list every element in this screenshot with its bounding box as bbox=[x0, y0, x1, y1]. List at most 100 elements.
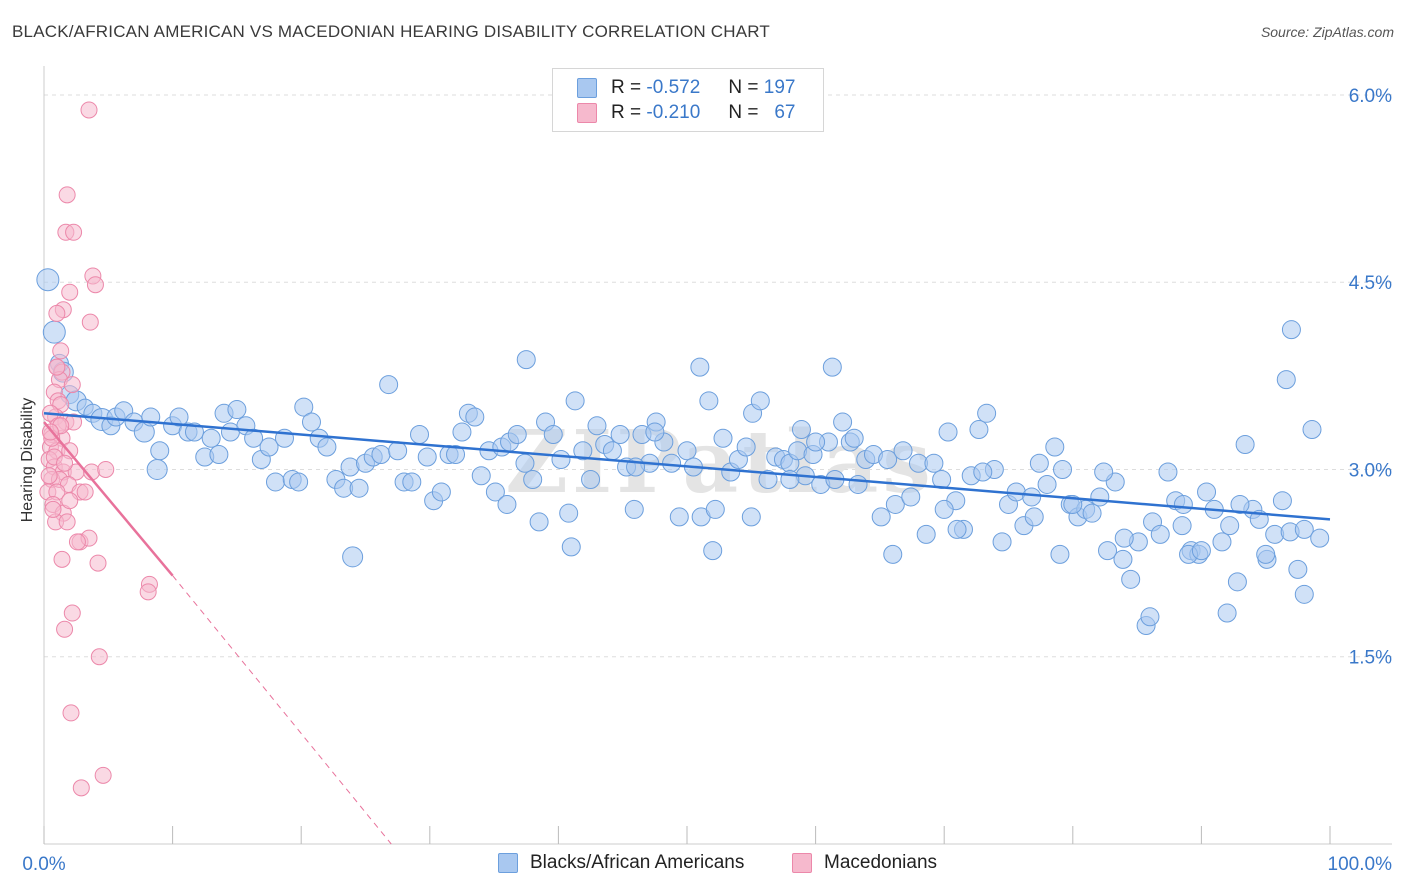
n-value: 197 bbox=[763, 77, 796, 98]
blacks-data-point bbox=[379, 375, 399, 395]
blacks-data-point bbox=[559, 503, 579, 523]
r-value: -0.210 bbox=[646, 102, 701, 123]
blacks-data-point bbox=[736, 437, 756, 457]
blacks-data-point bbox=[883, 544, 903, 564]
blacks-data-point bbox=[1220, 516, 1240, 536]
blacks-data-point bbox=[342, 546, 364, 568]
blacks-data-point bbox=[551, 449, 571, 469]
n-value: 67 bbox=[774, 102, 796, 123]
blacks-data-point bbox=[1045, 437, 1065, 457]
legend-row-blacks: R = -0.572 N = 197 bbox=[577, 77, 795, 99]
blacks-data-point bbox=[741, 507, 761, 527]
macedonians-data-point bbox=[63, 376, 81, 394]
blacks-data-point bbox=[699, 391, 719, 411]
macedonians-data-point bbox=[139, 583, 157, 601]
blacks-data-point bbox=[924, 453, 944, 473]
macedonians-data-point bbox=[56, 454, 74, 472]
blacks-data-point bbox=[1272, 491, 1292, 511]
blacks-data-point bbox=[42, 320, 66, 344]
blacks-data-point bbox=[1063, 494, 1083, 514]
blacks-data-point bbox=[516, 350, 536, 370]
blacks-data-point bbox=[669, 507, 689, 527]
bottom-legend-blacks: Blacks/African Americans bbox=[498, 852, 744, 874]
blacks-data-point bbox=[833, 412, 853, 432]
blacks-data-point bbox=[758, 469, 778, 489]
blacks-data-point bbox=[1294, 519, 1314, 539]
blacks-data-point bbox=[848, 474, 868, 494]
macedonians-data-point bbox=[86, 276, 104, 294]
macedonians-data-point bbox=[58, 186, 76, 204]
blacks-data-point bbox=[878, 449, 898, 469]
blacks-data-point bbox=[289, 472, 309, 492]
macedonians-data-point bbox=[61, 283, 79, 301]
blacks-data-point bbox=[1197, 482, 1217, 502]
blacks-data-point bbox=[1173, 494, 1193, 514]
blacks-data-point bbox=[587, 416, 607, 436]
blacks-data-point bbox=[871, 507, 891, 527]
macedonians-data-point bbox=[63, 604, 81, 622]
blacks-trend-line bbox=[43, 412, 1331, 521]
macedonians-data-point bbox=[65, 223, 83, 241]
blacks-data-point bbox=[227, 400, 247, 420]
blacks-data-point bbox=[645, 422, 665, 442]
y-tick-label: 4.5% bbox=[1349, 273, 1392, 294]
blacks-data-point bbox=[244, 428, 264, 448]
stats-legend: R = -0.572 N = 197 R = -0.210 N = 67 bbox=[552, 68, 824, 132]
blacks-data-point bbox=[1256, 544, 1276, 564]
blacks-data-point bbox=[410, 425, 430, 445]
blacks-data-point bbox=[610, 425, 630, 445]
y-tick-label: 6.0% bbox=[1349, 86, 1392, 107]
blacks-data-point bbox=[885, 494, 905, 514]
blacks-data-point bbox=[1235, 435, 1255, 455]
blacks-data-point bbox=[705, 499, 725, 519]
blacks-data-point bbox=[934, 499, 954, 519]
blacks-data-point bbox=[1082, 503, 1102, 523]
blacks-data-point bbox=[465, 407, 485, 427]
macedonians-data-point bbox=[72, 779, 90, 797]
blacks-data-point bbox=[992, 532, 1012, 552]
n-label: N = bbox=[728, 102, 759, 123]
macedonians-data-point bbox=[44, 500, 62, 518]
blacks-data-point bbox=[1288, 559, 1308, 579]
blacks-data-point bbox=[1217, 603, 1237, 623]
blacks-data-point bbox=[36, 268, 60, 292]
blacks-data-point bbox=[901, 487, 921, 507]
blacks-data-point bbox=[201, 428, 221, 448]
blacks-data-point bbox=[1281, 320, 1301, 340]
blacks-data-point bbox=[1053, 459, 1073, 479]
macedonians-data-point bbox=[53, 550, 71, 568]
blacks-data-point bbox=[1114, 528, 1134, 548]
blacks-data-point bbox=[602, 441, 622, 461]
blacks-data-point bbox=[371, 445, 391, 465]
blacks-data-point bbox=[806, 432, 826, 452]
y-tick-label: 3.0% bbox=[1349, 460, 1392, 481]
blacks-data-point bbox=[1050, 544, 1070, 564]
blacks-data-point bbox=[703, 541, 723, 561]
blacks-data-point bbox=[349, 478, 369, 498]
blacks-data-point bbox=[446, 445, 466, 465]
macedonians-data-point bbox=[62, 704, 80, 722]
blacks-data-point bbox=[561, 537, 581, 557]
blacks-data-point bbox=[301, 412, 321, 432]
blacks-data-point bbox=[184, 422, 204, 442]
blacks-data-point bbox=[209, 445, 229, 465]
blacks-data-point bbox=[146, 458, 168, 480]
blacks-data-point bbox=[1029, 453, 1049, 473]
blacks-data-point bbox=[515, 453, 535, 473]
blacks-data-point bbox=[1121, 569, 1141, 589]
pink-swatch-icon bbox=[792, 853, 812, 873]
blacks-data-point bbox=[662, 453, 682, 473]
blacks-data-point bbox=[150, 441, 170, 461]
blacks-data-point bbox=[713, 428, 733, 448]
blacks-data-point bbox=[1150, 524, 1170, 544]
macedonians-data-point bbox=[76, 483, 94, 501]
blacks-data-point bbox=[1276, 370, 1296, 390]
macedonians-data-point bbox=[48, 358, 66, 376]
macedonians-data-point bbox=[52, 342, 70, 360]
legend-row-macedonians: R = -0.210 N = 67 bbox=[577, 102, 795, 124]
bottom-legend-macedonians: Macedonians bbox=[792, 852, 937, 874]
blacks-data-point bbox=[791, 420, 811, 440]
blacks-data-point bbox=[1037, 474, 1057, 494]
blacks-data-point bbox=[1230, 494, 1250, 514]
